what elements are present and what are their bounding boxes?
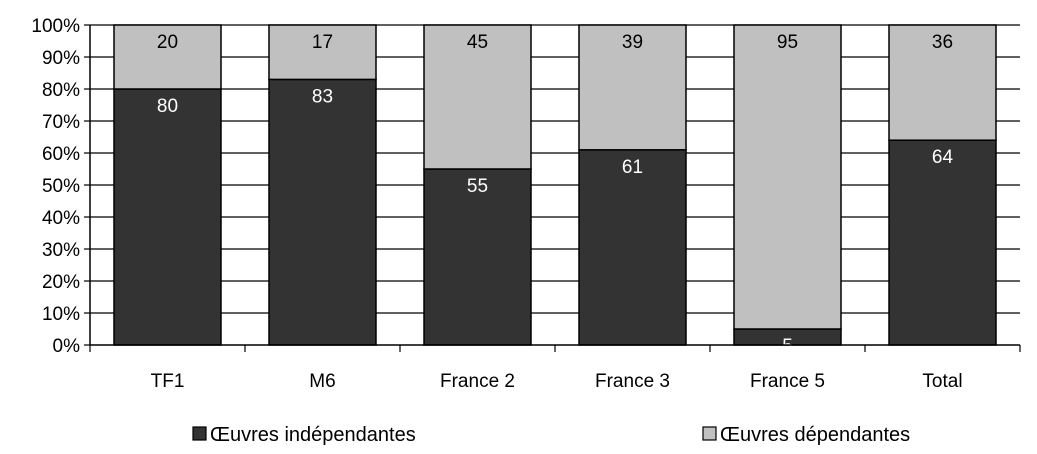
bar-segment: [113, 88, 222, 346]
data-label: 61: [622, 157, 643, 178]
legend-swatch: [192, 426, 207, 441]
y-tick-label: 50%: [42, 176, 80, 197]
y-tick-label: 100%: [31, 16, 80, 37]
legend-label: Œuvres indépendantes: [210, 424, 416, 446]
bar-segment: [888, 139, 997, 346]
y-tick-label: 20%: [42, 272, 80, 293]
y-tick-label: 10%: [42, 304, 80, 325]
y-tick-label: 90%: [42, 48, 80, 69]
category-label: TF1: [151, 371, 185, 392]
bar-segment: [888, 24, 997, 141]
data-label: 55: [467, 176, 488, 197]
axes: [84, 24, 1021, 352]
category-label: M6: [309, 371, 335, 392]
data-label: 20: [157, 32, 178, 53]
y-tick-label: 80%: [42, 80, 80, 101]
data-label: 80: [157, 96, 178, 117]
bar-segment: [268, 78, 377, 346]
data-label: 39: [622, 32, 643, 53]
gridlines: [90, 24, 1020, 314]
y-tick-label: 40%: [42, 208, 80, 229]
data-label: 5: [782, 336, 793, 357]
category-label: France 2: [440, 371, 515, 392]
category-label: France 5: [750, 371, 825, 392]
data-label: 45: [467, 32, 488, 53]
y-tick-label: 70%: [42, 112, 80, 133]
legend: Œuvres indépendantes Œuvres dépendantes: [192, 424, 910, 446]
bar-segment: [423, 24, 532, 170]
data-label: 95: [777, 32, 798, 53]
y-tick-label: 30%: [42, 240, 80, 261]
bars: 80 20 83 17 55 45 61 39 5 95 64 36: [113, 24, 997, 357]
bar-segment: [268, 24, 377, 81]
legend-swatch: [702, 426, 717, 441]
bar-segment: [113, 24, 222, 90]
y-tick-label: 0%: [53, 336, 81, 357]
data-label: 83: [312, 86, 333, 107]
legend-label: Œuvres dépendantes: [720, 424, 910, 446]
bar-segment: [733, 24, 842, 330]
x-category-labels: TF1 M6 France 2 France 3 France 5 Total: [151, 371, 963, 392]
category-label: Total: [922, 371, 962, 392]
data-label: 64: [932, 147, 954, 168]
y-tick-label: 60%: [42, 144, 80, 165]
bar-segment: [578, 149, 687, 346]
bar-segment: [578, 24, 687, 151]
data-label: 36: [932, 32, 953, 53]
category-label: France 3: [595, 371, 670, 392]
y-tick-labels: 0% 10% 20% 30% 40% 50% 60% 70% 80% 90% 100%: [31, 16, 80, 357]
data-label: 17: [312, 32, 333, 53]
